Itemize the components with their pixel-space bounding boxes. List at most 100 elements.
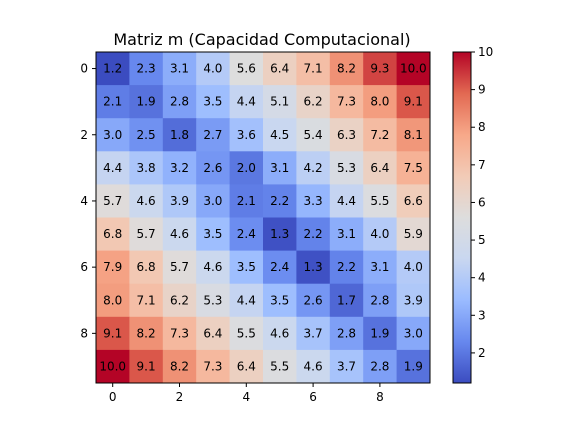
heatmap-cell-r9-c0 <box>96 349 130 384</box>
cell-value-label: 2.6 <box>203 161 222 175</box>
cell-value-label: 9.1 <box>404 95 423 109</box>
x-tick-label: 4 <box>242 390 250 404</box>
heatmap-cell-r5-c4 <box>229 217 264 251</box>
heatmap-cell-r4-c4 <box>229 184 264 218</box>
cell-value-label: 2.1 <box>237 194 256 208</box>
heatmap-cell-r3-c2 <box>162 151 197 185</box>
heatmap-cell-r0-c2 <box>162 52 197 86</box>
cell-value-label: 8.2 <box>170 359 189 373</box>
heatmap-cell-r6-c8 <box>363 250 397 285</box>
x-tick-label: 0 <box>109 390 117 404</box>
heatmap-cell-r3-c4 <box>229 151 264 185</box>
y-tick-label: 4 <box>80 194 88 208</box>
x-tick-label: 8 <box>376 390 384 404</box>
heatmap-cell-r6-c1 <box>129 250 164 285</box>
heatmap-cell-r3-c1 <box>129 151 164 185</box>
heatmap-cell-r9-c6 <box>296 349 331 384</box>
heatmap-cell-r5-c2 <box>162 217 197 251</box>
cell-value-label: 3.5 <box>203 95 222 109</box>
cell-value-label: 2.2 <box>304 227 323 241</box>
heatmap-cell-r4-c6 <box>296 184 331 218</box>
cell-value-label: 2.8 <box>370 359 389 373</box>
heatmap-cell-r2-c1 <box>129 118 164 152</box>
heatmap-cell-r2-c5 <box>263 118 297 152</box>
cell-value-label: 9.3 <box>370 62 389 76</box>
heatmap-cell-r1-c3 <box>196 85 230 119</box>
cell-value-label: 1.9 <box>370 326 389 340</box>
heatmap-cell-r6-c7 <box>329 250 364 285</box>
heatmap-cell-r7-c5 <box>263 283 297 318</box>
cell-value-label: 8.0 <box>103 293 122 307</box>
cell-value-label: 2.8 <box>370 293 389 307</box>
cell-value-label: 2.1 <box>103 95 122 109</box>
heatmap-cell-r0-c8 <box>363 52 397 86</box>
cell-value-label: 4.6 <box>203 260 222 274</box>
cell-value-label: 4.0 <box>404 260 423 274</box>
heatmap-cell-r8-c4 <box>229 316 264 351</box>
heatmap-cell-r1-c5 <box>263 85 297 119</box>
heatmap-cell-r8-c0 <box>96 316 130 351</box>
cell-value-label: 3.1 <box>337 227 356 241</box>
cell-value-label: 1.7 <box>337 293 356 307</box>
heatmap-cell-r8-c8 <box>363 316 397 351</box>
heatmap-cell-r2-c6 <box>296 118 331 152</box>
heatmap-cell-r3-c5 <box>263 151 297 185</box>
colorbar-tick-label: 9 <box>478 83 486 97</box>
heatmap-cell-r8-c1 <box>129 316 164 351</box>
heatmap-cell-r2-c7 <box>329 118 364 152</box>
heatmap-cells <box>96 52 431 384</box>
colorbar-tick-label: 10 <box>478 45 493 59</box>
heatmap-cell-r7-c1 <box>129 283 164 318</box>
cell-value-label: 4.0 <box>370 227 389 241</box>
y-tick-label: 0 <box>80 62 88 76</box>
cell-value-label: 2.5 <box>137 128 156 142</box>
cell-value-label: 4.6 <box>170 227 189 241</box>
cell-value-label: 1.3 <box>270 227 289 241</box>
heatmap-cell-r0-c7 <box>329 52 364 86</box>
y-tick-label: 6 <box>80 260 88 274</box>
cell-value-label: 4.0 <box>203 62 222 76</box>
cell-value-label: 5.7 <box>137 227 156 241</box>
cell-value-label: 5.1 <box>270 95 289 109</box>
cell-value-label: 6.4 <box>370 161 389 175</box>
heatmap-cell-r7-c3 <box>196 283 230 318</box>
heatmap-cell-r3-c0 <box>96 151 130 185</box>
plot-frame <box>95 51 431 384</box>
cell-value-label: 1.3 <box>304 260 323 274</box>
cell-value-label: 2.8 <box>170 95 189 109</box>
cell-value-label: 6.4 <box>203 326 222 340</box>
heatmap-cell-r2-c9 <box>396 118 431 152</box>
cell-value-label: 4.4 <box>237 95 256 109</box>
heatmap-cell-r6-c3 <box>196 250 230 285</box>
heatmap-cell-r1-c4 <box>229 85 264 119</box>
heatmap-cell-r0-c6 <box>296 52 331 86</box>
heatmap-cell-r0-c3 <box>196 52 230 86</box>
heatmap-cell-r1-c6 <box>296 85 331 119</box>
cell-value-label: 3.1 <box>270 161 289 175</box>
heatmap-cell-r5-c1 <box>129 217 164 251</box>
cell-value-label: 8.2 <box>337 62 356 76</box>
cell-value-label: 3.9 <box>170 194 189 208</box>
heatmap-cell-r0-c9 <box>396 52 431 86</box>
cell-value-label: 5.5 <box>270 359 289 373</box>
heatmap-cell-r8-c7 <box>329 316 364 351</box>
heatmap-cell-r4-c9 <box>396 184 431 218</box>
heatmap-cell-r7-c2 <box>162 283 197 318</box>
cell-value-label: 3.5 <box>270 293 289 307</box>
cell-value-label: 5.4 <box>304 128 323 142</box>
heatmap-cell-r5-c3 <box>196 217 230 251</box>
heatmap-cell-r5-c6 <box>296 217 331 251</box>
x-tick-label: 2 <box>176 390 184 404</box>
heatmap-cell-r4-c7 <box>329 184 364 218</box>
colorbar-tick-label: 6 <box>478 195 486 209</box>
cell-value-label: 3.0 <box>203 194 222 208</box>
cell-value-label: 3.1 <box>170 62 189 76</box>
heatmap-cell-r0-c5 <box>263 52 297 86</box>
cell-value-label: 8.0 <box>370 95 389 109</box>
colorbar-tick-label: 3 <box>478 308 486 322</box>
heatmap-cell-r9-c2 <box>162 349 197 384</box>
cell-value-label: 7.2 <box>370 128 389 142</box>
cell-value-label: 9.1 <box>103 326 122 340</box>
cell-value-label: 5.5 <box>370 194 389 208</box>
